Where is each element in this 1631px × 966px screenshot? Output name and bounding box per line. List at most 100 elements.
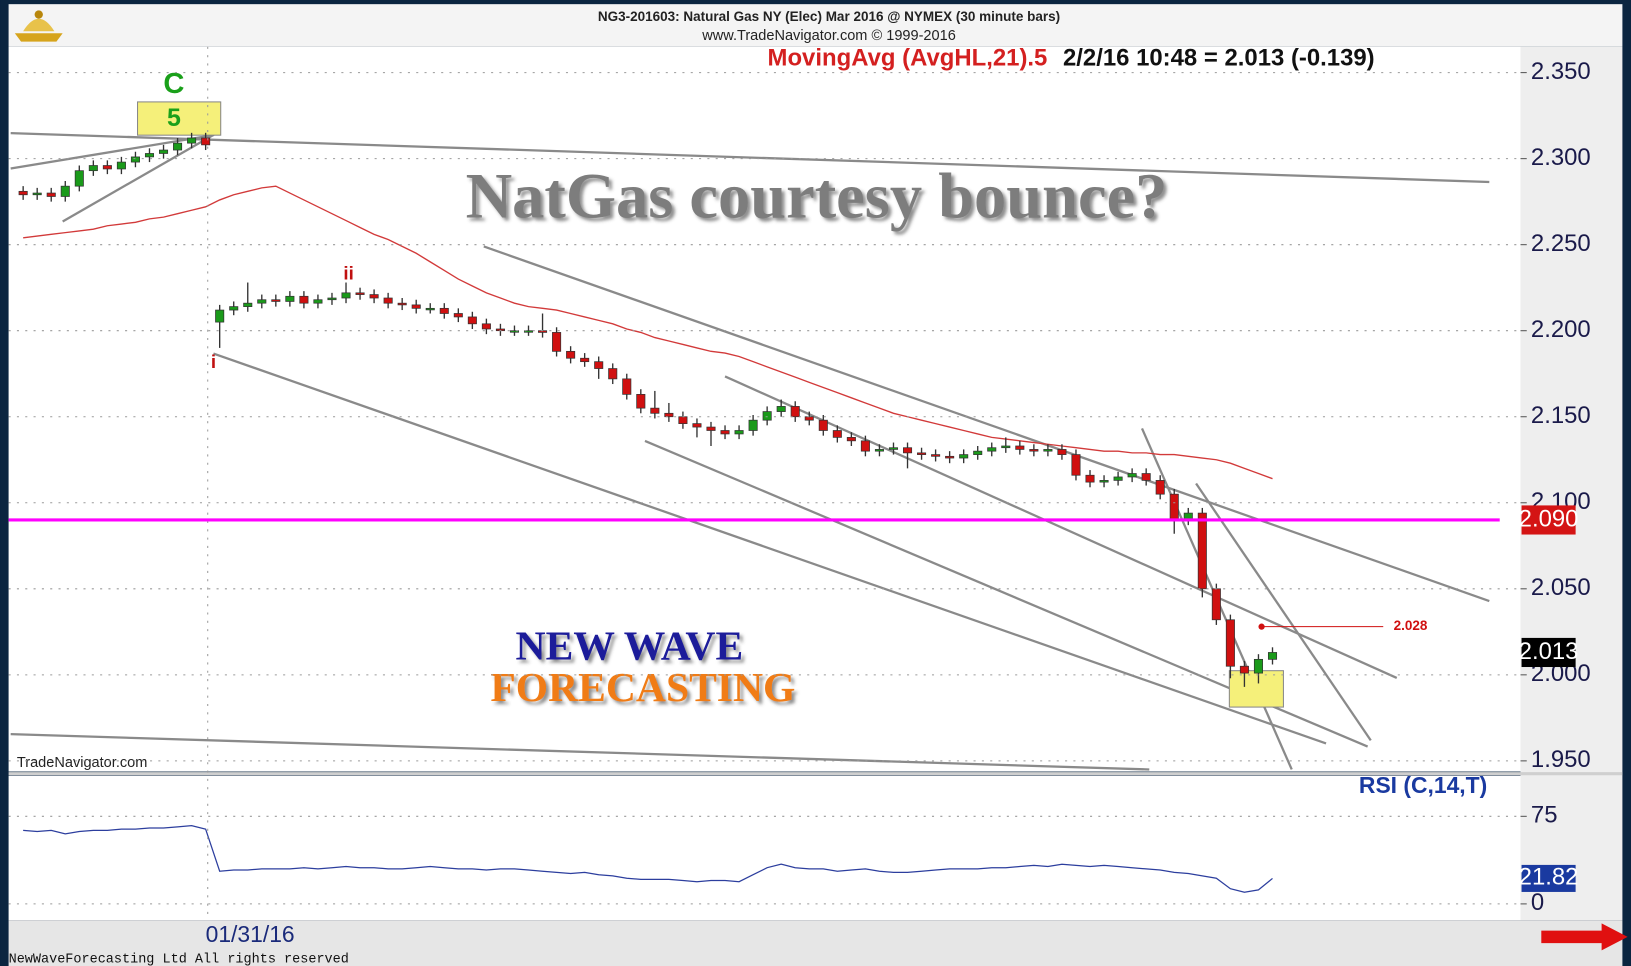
brand-line: NEW WAVE [516,622,744,668]
candle-body [18,190,28,196]
candle-body [355,292,365,295]
candle-body [327,297,337,301]
chart-title: NatGas courtesy bounce? [466,161,1168,232]
candle-body [762,411,772,421]
candle-body [116,161,126,170]
candle-body [650,407,660,414]
price-panel [8,46,1521,772]
candle-body [622,378,632,395]
candle-body [341,292,351,299]
candle-body [832,430,842,438]
candle-body [130,156,140,163]
candle-body [846,437,856,442]
candle-body [481,323,491,330]
x-tick-label: 01/31/16 [206,921,295,947]
y-tick-label: 2.150 [1531,402,1591,429]
candle-body [411,304,421,309]
candle-body [931,454,941,457]
candle-body [299,295,309,304]
candle-body [257,299,267,304]
rsi-label: RSI (C,14,T) [1359,772,1487,798]
wave-label: 5 [167,104,181,132]
y-tick-label: 2.350 [1531,58,1591,85]
candle-body [692,423,702,428]
level-label: 2.028 [1394,618,1428,633]
axis-panel [1520,46,1623,921]
candle-body [1099,480,1109,483]
candle-body [467,316,477,325]
logo [14,10,63,42]
candle-body [888,447,899,450]
candle-body [1141,473,1151,481]
candle-body [369,294,379,299]
candle-body [1113,476,1123,481]
header-title: NG3-201603: Natural Gas NY (Elec) Mar 20… [598,9,1060,24]
candle-body [1225,619,1235,667]
footer-note: NewWaveForecasting Ltd All rights reserv… [9,952,349,966]
candle-body [159,149,169,154]
brand-line: FORECASTING [490,664,795,710]
candle-body [271,299,281,302]
candle-body [987,447,997,452]
candle-body [860,440,870,452]
y-tick-label: 2.050 [1531,574,1591,601]
trendline [10,732,1150,771]
candle-body [903,447,913,454]
wave-label: ii [343,262,353,283]
price-flag-label: 2.090 [1519,505,1579,532]
candle-body [594,361,604,369]
value-flag [1521,864,1576,892]
candle-body [229,306,239,311]
wave-box [137,101,222,136]
candle-body [608,368,618,380]
value-flag-label: 21.82 [1519,864,1579,891]
candle-body [243,302,253,307]
candle-body [187,137,197,144]
candle-body [1155,480,1165,495]
y-tick-label: 1.950 [1531,746,1591,773]
candle-body [1057,449,1067,455]
trendline [483,245,1490,603]
wave-label: i [211,351,216,372]
trendline [1195,482,1372,742]
candle-body [664,412,674,418]
candle-body [1253,658,1263,674]
y-tick-label: 2.250 [1531,230,1591,257]
candle-body [1127,473,1137,478]
candle-body [1029,449,1039,452]
candle-body [945,455,955,459]
candle-body [383,297,393,304]
rsi-panel [8,775,1521,921]
candle-body [580,357,590,363]
y-tick-label: 0 [1531,889,1544,916]
candle-body [215,309,225,323]
candle-body [566,350,576,359]
header-site: www.TradeNavigator.com © 1999-2016 [701,28,956,44]
candle-body [1239,665,1249,674]
candle-body [1015,445,1025,450]
status-readout: 2/2/16 10:48 = 2.013 (-0.139) [1063,45,1375,72]
candles [18,132,1278,687]
price-flag [1521,637,1576,668]
candle-body [285,295,295,302]
trendlines [10,131,1490,771]
candle-body [60,185,70,197]
candle-body [552,332,562,352]
y-tick-label: 2.200 [1531,316,1591,343]
trendline [62,132,218,223]
candle-body [973,450,983,455]
candle-body [818,419,828,431]
candle-body [1043,449,1053,452]
indicator-name: MovingAvg (AvgHL,21).5 [768,45,1048,72]
trendline [213,352,1327,745]
candle-body [201,137,211,146]
candle-body [1267,652,1278,660]
arrow-icon [1541,923,1628,951]
candle-body [1169,493,1179,521]
candle-body [636,394,646,409]
candle-body [734,430,744,435]
candle-body [32,192,42,196]
wave-label: C [163,68,184,100]
footer-bar [8,920,1623,966]
